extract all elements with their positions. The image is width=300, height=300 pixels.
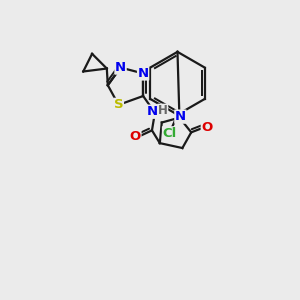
Text: N: N — [115, 61, 126, 74]
Text: S: S — [114, 98, 123, 111]
Text: O: O — [130, 130, 141, 143]
Text: N: N — [138, 67, 149, 80]
Text: N: N — [146, 105, 158, 118]
Text: O: O — [201, 121, 213, 134]
Text: H: H — [158, 104, 168, 117]
Text: Cl: Cl — [163, 127, 177, 140]
Text: N: N — [175, 110, 186, 123]
